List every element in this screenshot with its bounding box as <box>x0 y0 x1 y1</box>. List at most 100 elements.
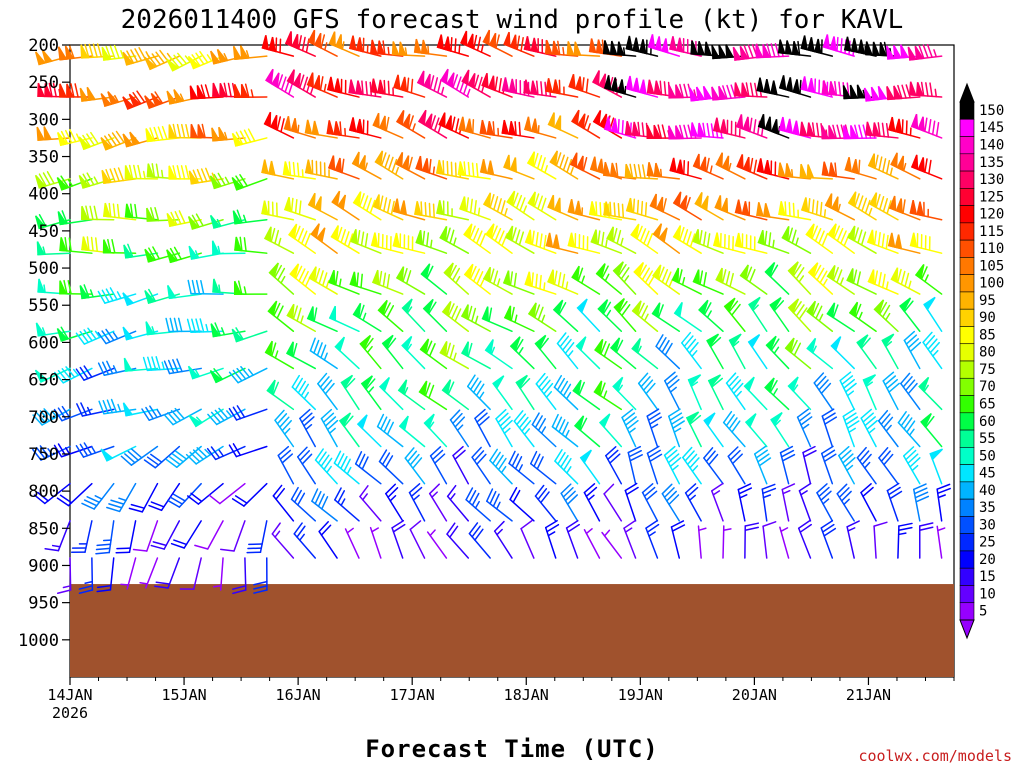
wind-barb <box>187 482 224 505</box>
barb-pennant <box>597 299 609 315</box>
barb-flag <box>617 263 627 277</box>
colorbar-label: 130 <box>979 172 1004 188</box>
barb-flag <box>907 453 919 465</box>
wind-barb <box>372 194 404 221</box>
barb-flag <box>745 82 750 97</box>
barb-pennant <box>402 113 411 130</box>
barb-flag <box>646 408 660 417</box>
barb-half-flag <box>605 309 612 318</box>
barb-flag <box>583 483 596 494</box>
barb-half-flag <box>795 237 799 246</box>
barb-flag <box>513 272 517 288</box>
barb-flag <box>83 284 90 299</box>
wind-barb <box>81 482 115 510</box>
colorbar-cell <box>959 343 975 362</box>
barb-flag <box>711 377 724 388</box>
barb-pennant <box>763 78 772 95</box>
barb-pennant <box>359 334 372 350</box>
barb-flag <box>60 130 69 145</box>
barb-flag <box>191 54 201 67</box>
barb-pennant <box>769 296 782 312</box>
wind-barb <box>376 413 404 448</box>
barb-flag <box>448 264 457 279</box>
wind-barb <box>552 299 579 333</box>
barb-flag <box>540 379 551 392</box>
barb-flag <box>313 307 318 323</box>
barb-flag <box>511 227 517 242</box>
barb-flag <box>80 402 88 416</box>
barb-flag <box>176 123 182 139</box>
wind-barb <box>878 447 899 485</box>
barb-flag <box>475 230 483 245</box>
barb-staff <box>154 445 181 469</box>
barb-half-flag <box>688 494 696 501</box>
barb-flag <box>290 486 299 501</box>
barb-pennant <box>44 83 53 98</box>
barb-flag <box>244 83 250 98</box>
barb-flag <box>884 375 897 386</box>
y-tick-label: 950 <box>28 594 59 614</box>
barb-flag <box>533 152 539 168</box>
barb-pennant <box>870 86 881 101</box>
barb-flag <box>927 338 938 350</box>
barb-flag <box>728 375 739 388</box>
barb-flag <box>860 483 872 494</box>
barb-flag <box>471 492 480 507</box>
barb-staff <box>697 525 702 559</box>
barb-flag <box>666 490 677 502</box>
chart-title: 2026011400 GFS forecast wind profile (kt… <box>121 5 904 35</box>
barb-staff <box>877 420 899 448</box>
barb-pennant <box>728 333 742 347</box>
barb-flag <box>531 412 540 426</box>
barb-pennant <box>56 177 69 191</box>
barb-flag <box>291 374 300 388</box>
wind-barb <box>326 120 360 139</box>
wind-barb <box>352 191 382 221</box>
barb-flag <box>703 272 707 287</box>
barb-flag <box>903 300 914 313</box>
barb-pennant <box>216 48 228 63</box>
barb-pennant <box>144 56 157 71</box>
barb-flag <box>428 202 431 218</box>
barb-flag <box>556 332 567 345</box>
barb-flag <box>406 77 410 93</box>
barb-flag <box>885 234 889 250</box>
wind-barb <box>145 321 181 336</box>
barb-flag <box>384 154 391 169</box>
barb-flag <box>333 450 342 464</box>
barb-half-flag <box>712 490 721 496</box>
barb-half-flag <box>858 311 863 321</box>
wind-barb <box>728 333 746 370</box>
barb-staff <box>646 452 659 485</box>
barb-pennant <box>424 113 433 130</box>
barb-flag <box>603 483 615 495</box>
barb-flag <box>445 342 451 357</box>
barb-flag <box>79 443 89 457</box>
barb-flag <box>665 375 678 386</box>
barb-half-flag <box>868 427 876 434</box>
barb-flag <box>671 524 686 532</box>
wind-barb <box>102 202 137 221</box>
barb-pennant <box>847 191 857 208</box>
barb-flag <box>228 444 238 458</box>
wind-barb <box>625 75 659 98</box>
wind-barb <box>53 405 93 422</box>
barb-flag <box>686 338 697 351</box>
barb-flag <box>658 266 665 281</box>
barb-flag <box>838 81 842 97</box>
barb-flag <box>623 412 636 423</box>
barb-staff <box>334 499 360 522</box>
barb-flag <box>515 229 521 244</box>
barb-flag <box>479 232 487 247</box>
barb-flag <box>840 490 852 502</box>
barb-pennant <box>910 113 919 130</box>
barb-staff <box>796 416 812 448</box>
wind-barb <box>743 376 768 411</box>
barb-flag <box>601 265 609 279</box>
barb-half-flag <box>213 585 222 588</box>
barb-flag <box>347 233 354 248</box>
wind-barb <box>465 487 491 522</box>
barb-flag <box>297 35 302 50</box>
barb-pennant <box>703 412 716 427</box>
wind-barb <box>492 375 513 411</box>
